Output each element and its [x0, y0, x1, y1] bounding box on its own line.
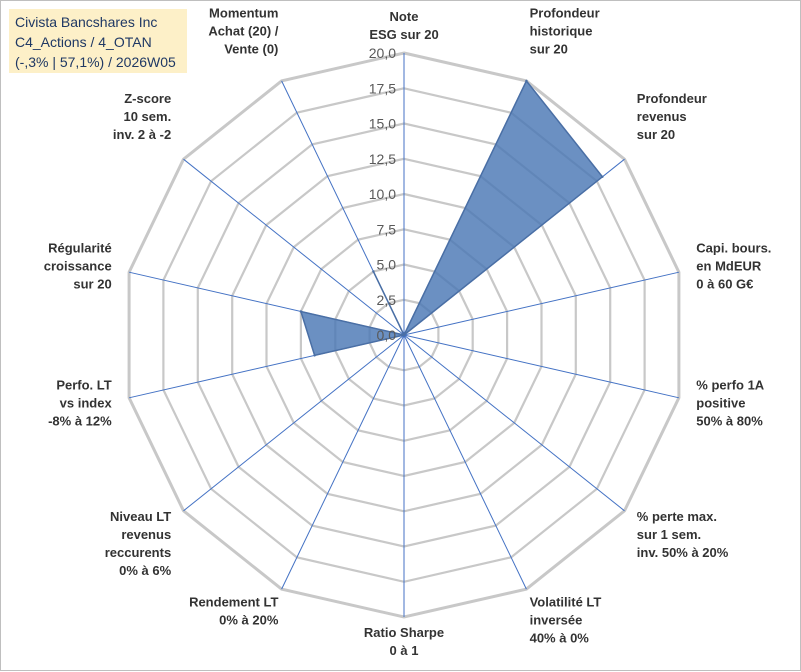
axis-label: % perfo 1A positive 50% à 80% [696, 378, 765, 429]
chart-title-box: Civista Bancshares Inc C4_Actions / 4_OT… [9, 9, 187, 73]
axis-label: Perfo. LT vs index -8% à 12% [48, 378, 112, 429]
tick-label: 17,5 [369, 80, 396, 96]
tick-label: 10,0 [369, 186, 396, 202]
axis-label: Momentum Achat (20) / Vente (0) [208, 6, 278, 57]
data-point [402, 333, 406, 337]
tick-label: 7,5 [377, 221, 397, 237]
axis-spoke [281, 334, 405, 590]
axis-label: Capi. bours. en MdEUR 0 à 60 G€ [696, 241, 771, 292]
axis-label: % perte max. sur 1 sem. inv. 50% à 20% [637, 509, 729, 560]
data-point [299, 310, 303, 313]
tick-label: 2,5 [377, 292, 397, 308]
axis-label: Note ESG sur 20 [369, 9, 438, 42]
series-area [299, 79, 604, 357]
axis-label: Profondeur revenus sur 20 [637, 91, 707, 142]
data-point [601, 175, 604, 178]
axis-spoke [403, 334, 527, 590]
tick-label: 12,5 [369, 151, 396, 167]
data-point [525, 79, 528, 83]
tick-label: 15,0 [369, 116, 396, 132]
tick-label: 5,0 [377, 257, 397, 273]
axis-label: Profondeur historique sur 20 [530, 6, 600, 57]
title-line-2: C4_Actions / 4_OTAN [15, 34, 152, 50]
axis-label: Volatilité LT inversée 40% à 0% [530, 595, 602, 646]
title-line-1: Civista Bancshares Inc [15, 14, 158, 30]
axis-label: Rendement LT 0% à 20% [189, 595, 279, 628]
data-point [372, 270, 375, 273]
tick-label: 0,0 [377, 327, 397, 343]
axis-label: Niveau LT revenus reccurents 0% à 6% [105, 509, 172, 578]
axis-spoke [183, 158, 405, 336]
data-point [313, 354, 316, 357]
axis-label: Régularité croissance sur 20 [44, 241, 112, 292]
axis-spoke [403, 334, 625, 512]
axis-spoke [183, 334, 405, 512]
title-line-3: (-,3% | 57,1%) / 2026W05 [15, 54, 176, 70]
axis-spoke [403, 334, 680, 399]
axis-spoke [403, 271, 680, 336]
axis-label: Ratio Sharpe 0 à 1 [364, 625, 444, 658]
tick-label: 20,0 [369, 45, 396, 61]
axis-label: Z-score 10 sem. inv. 2 à -2 [113, 91, 171, 142]
